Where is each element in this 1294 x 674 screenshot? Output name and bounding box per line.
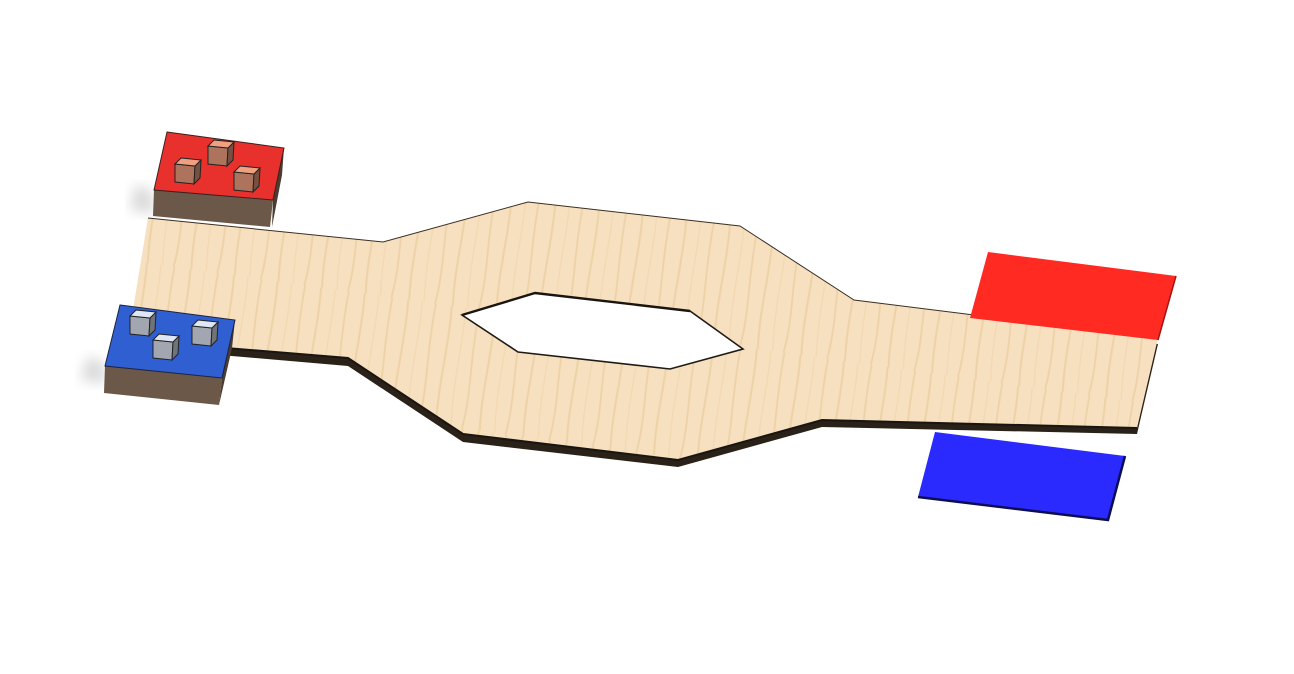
goal-zone-red: [970, 252, 1177, 341]
wooden-track-board: [128, 202, 1158, 460]
red-piece[interactable]: [232, 165, 262, 194]
red-piece[interactable]: [173, 157, 203, 186]
goal-zone-blue: [917, 432, 1127, 522]
blue-piece[interactable]: [190, 319, 220, 348]
start-zone-red: [130, 131, 285, 227]
red-piece[interactable]: [206, 139, 236, 168]
blue-piece[interactable]: [151, 333, 181, 362]
pieces-layer: [128, 139, 262, 362]
blue-piece[interactable]: [128, 309, 158, 338]
